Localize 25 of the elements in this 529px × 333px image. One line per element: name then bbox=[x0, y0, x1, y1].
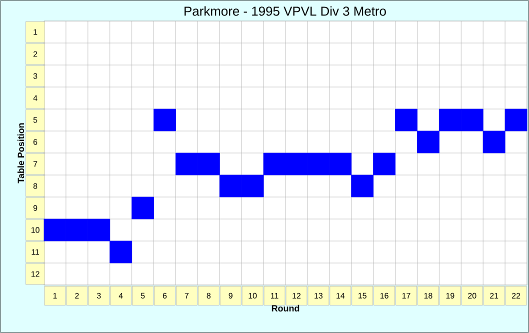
point bbox=[176, 152, 198, 176]
y-axis-title: Table Position bbox=[18, 123, 24, 184]
point bbox=[395, 108, 418, 132]
point bbox=[132, 196, 154, 220]
point bbox=[482, 130, 506, 154]
point bbox=[110, 240, 132, 264]
point bbox=[504, 108, 528, 132]
point bbox=[351, 174, 374, 198]
point bbox=[438, 108, 462, 132]
point bbox=[197, 152, 220, 176]
point bbox=[307, 152, 330, 176]
point bbox=[285, 152, 308, 176]
point bbox=[329, 152, 352, 176]
chart-title: Parkmore - 1995 VPVL Div 3 Metro bbox=[184, 6, 386, 16]
point bbox=[373, 152, 396, 176]
point bbox=[263, 152, 286, 176]
point bbox=[66, 218, 88, 242]
point bbox=[241, 174, 264, 198]
point bbox=[460, 108, 484, 132]
point bbox=[154, 108, 176, 132]
point bbox=[219, 174, 242, 198]
point bbox=[417, 130, 440, 154]
x-axis-title: Round bbox=[272, 304, 300, 312]
point bbox=[88, 218, 110, 242]
point bbox=[44, 218, 66, 242]
